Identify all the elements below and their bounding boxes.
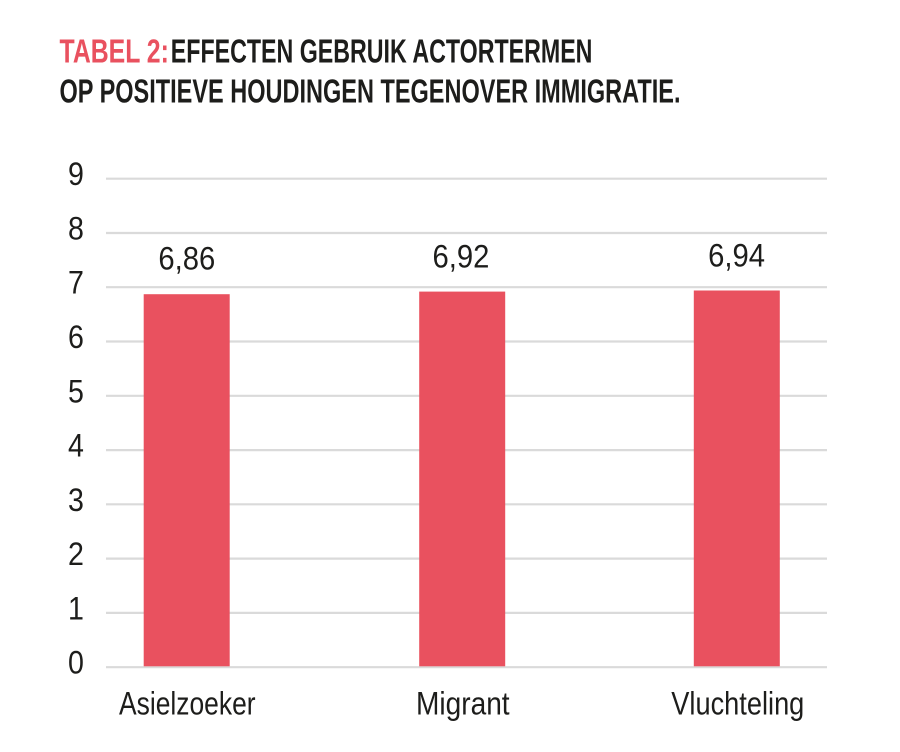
svg-text:Migrant: Migrant	[416, 687, 510, 722]
svg-text:1: 1	[68, 591, 84, 627]
svg-text:6: 6	[68, 319, 84, 355]
svg-text:4: 4	[68, 428, 84, 464]
svg-text:8: 8	[68, 211, 84, 247]
svg-text:3: 3	[68, 482, 84, 518]
svg-text:5: 5	[68, 374, 84, 410]
svg-text:OP POSITIEVE HOUDINGEN TEGENOV: OP POSITIEVE HOUDINGEN TEGENOVER IMMIGRA…	[60, 73, 681, 110]
svg-text:6,86: 6,86	[158, 240, 215, 277]
svg-text:EFFECTEN GEBRUIK ACTORTERMEN: EFFECTEN GEBRUIK ACTORTERMEN	[171, 33, 593, 70]
svg-text:2: 2	[68, 536, 84, 572]
svg-text:6,92: 6,92	[432, 238, 489, 275]
svg-text:TABEL 2:: TABEL 2:	[60, 33, 169, 70]
svg-text:0: 0	[68, 645, 84, 681]
svg-text:Vluchteling: Vluchteling	[671, 687, 804, 723]
svg-text:7: 7	[68, 265, 84, 301]
svg-text:6,94: 6,94	[708, 237, 765, 274]
svg-text:9: 9	[68, 157, 84, 193]
svg-text:Asielzoeker: Asielzoeker	[119, 686, 256, 722]
